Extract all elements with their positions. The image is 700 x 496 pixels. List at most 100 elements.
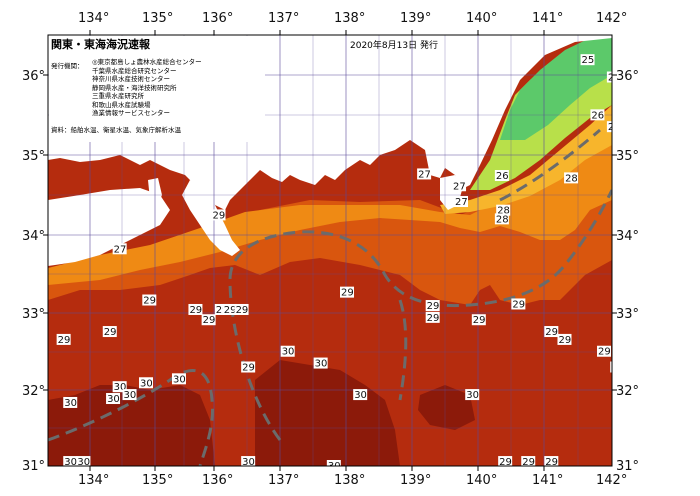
issuer-item: 漁業情報サービスセンター [92,109,170,117]
isotherm-label-bg [353,389,368,401]
isotherm-label-bg [425,311,440,323]
issue-date: 2020年8月13日 発行 [350,41,438,51]
isotherm-label: 30 [140,378,153,389]
isotherm-label: 30 [242,457,255,468]
isotherm-label: 29 [224,305,237,316]
isotherm-label: 27 [608,122,621,133]
kuroshio-axis-main [228,189,612,441]
isotherm-label: 30 [354,390,367,401]
lon-label-bottom: 137° [268,473,299,488]
isotherm-label: 28 [496,214,509,225]
isotherm-label: 29 [189,305,202,316]
isotherm-label-bg [201,314,216,326]
isotherm-label-bg [102,326,117,338]
isotherm-label-bg [106,393,121,405]
issuer-item: 千葉県水産総合研究センター [92,66,177,75]
map-title: 関東・東海海況速報 [51,38,150,51]
isotherm-label-bg [280,345,295,357]
isotherm-label: 29 [104,327,117,338]
lon-label-bottom: 138° [334,473,365,488]
isotherm-label-bg [326,460,341,466]
sst-field-30-central [255,360,400,466]
isotherm-label: 29 [341,288,354,299]
lon-label-bottom: 135° [142,473,173,488]
isotherm-label: 28 [565,173,578,184]
issuer-item: 静岡県水産・海洋技術研究所 [92,83,177,92]
lat-label-left: 36° [22,69,45,84]
isotherm-label: 29 [558,335,571,346]
isotherm-label: 29 [143,296,156,307]
isotherm-label-bg [340,286,355,298]
lon-label-top: 139° [400,11,431,26]
lat-label-left: 35° [22,149,45,164]
isotherm-label: 29 [598,347,611,358]
isotherm-label: 30 [315,359,328,370]
lon-label-top: 141° [532,11,563,26]
lon-label-bottom: 139° [400,473,431,488]
isotherm-label: 27 [453,181,466,192]
isotherm-label: 29 [499,457,512,468]
isotherm-label-bg [122,389,137,401]
lat-label-left: 31° [22,459,45,474]
tick-marks [43,30,617,471]
isotherm-label: 30 [173,374,186,385]
isotherm-label-bg [590,109,605,121]
isotherm-label: 29 [242,363,255,374]
isotherm-label-bg [544,456,559,466]
isotherm-label-bg [56,333,71,345]
lon-label-top: 137° [268,11,299,26]
kuroshio-axis-east [499,128,601,202]
isotherm-label-bg [494,170,509,182]
lat-label-right: 33° [616,307,639,322]
isotherm-label-bg [521,456,536,466]
sst-field-30-east [418,385,475,430]
isotherm-label: 30 [107,394,120,405]
isotherm-label: 30 [124,390,137,401]
issuer-item: 和歌山県水産試験場 [92,100,151,109]
isotherm-label-bg [417,168,432,180]
lon-label-top: 135° [142,11,173,26]
isotherm-label-bg [313,357,328,369]
isotherm-label: 29 [473,315,486,326]
isotherm-label-bg [494,213,509,225]
isotherm-label-bg [241,456,256,466]
isotherm-label: 27 [608,73,621,84]
isotherm-label: 30 [77,457,90,468]
issuers-list: ◎東京都島しょ農林水産総合センター 千葉県水産総合研究センター 神奈川県水産技術… [92,58,202,118]
isotherm-label-bg [557,333,572,345]
isotherm-label-bg [214,303,229,315]
isotherm-label-bg [142,294,157,306]
isotherm-label-bg [63,456,78,466]
lon-label-bottom: 140° [466,473,497,488]
isotherm-label: 29 [236,305,249,316]
isotherm-label-bg [465,389,480,401]
issuer-item: 神奈川県水産技術センター [92,75,170,83]
isotherm-label-bg [112,381,127,393]
lon-label-top: 140° [466,11,497,26]
isotherm-label-bg [496,204,511,216]
lon-label-top: 136° [202,11,233,26]
isotherm-label-bg [241,361,256,373]
isotherm-label-bg [76,456,91,466]
lat-label-left: 34° [22,229,45,244]
lon-label-top: 142° [596,11,627,26]
isotherm-label: 29 [545,327,558,338]
isotherm-label-bg [606,71,612,83]
map-frame [47,34,613,467]
isotherm-label: 29 [427,301,440,312]
isotherm-label: 30 [282,347,295,358]
isotherm-label-bg [580,54,595,66]
isotherm-label-bg [211,209,226,221]
kuroshio-axis-return [398,299,408,401]
lon-label-top: 134° [78,11,109,26]
isotherm-label-bg [425,300,440,312]
isotherm-label-bg [188,303,203,315]
isotherm-label: 28 [497,206,510,217]
land-kii-peninsula [182,180,240,256]
lon-label-bottom: 134° [78,473,109,488]
isotherm-label-bg [63,396,78,408]
isotherm-label: 25 [582,55,595,66]
issuers-label: 発行機関： [51,62,84,70]
isotherm-label: 29 [512,299,525,310]
isotherm-label: 30 [64,457,77,468]
